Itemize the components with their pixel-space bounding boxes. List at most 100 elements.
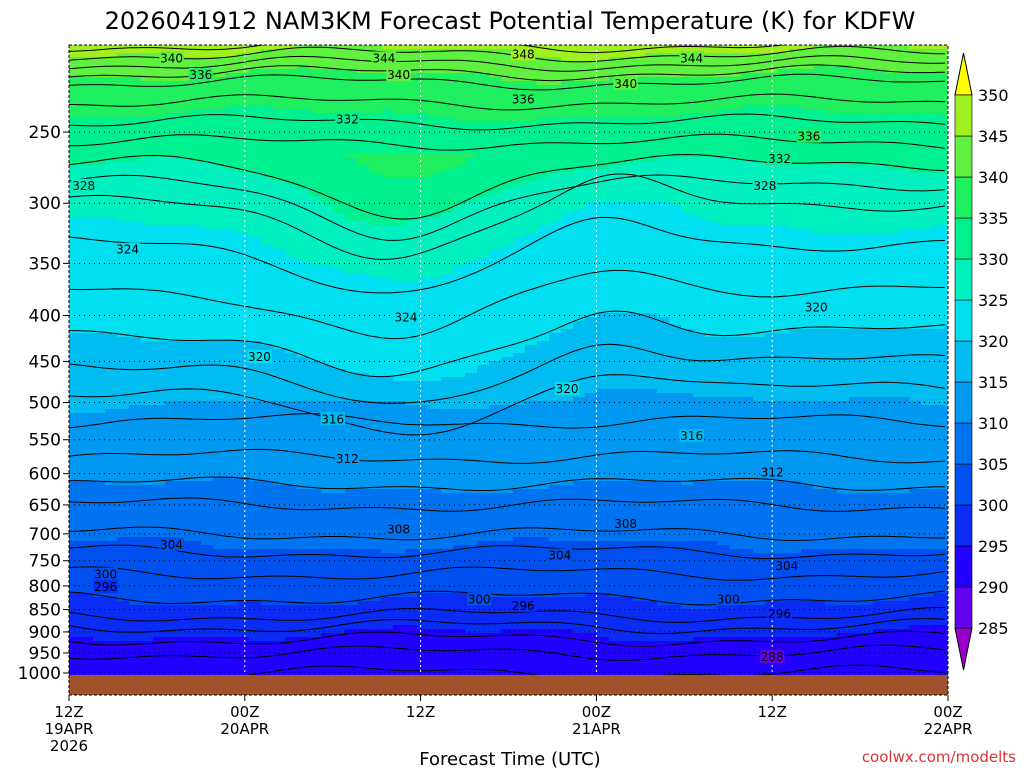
contour-band-strip	[309, 193, 490, 198]
contour-band-strip	[273, 481, 574, 486]
contour-band-strip	[69, 545, 214, 550]
contour-band-strip	[381, 173, 430, 178]
contour-band-strip	[69, 325, 574, 330]
contour-band-strip	[693, 329, 790, 334]
contour-label-bg	[159, 537, 184, 551]
contour-band-strip	[597, 633, 838, 638]
isentrope-line	[69, 216, 946, 294]
contour-band-strip	[789, 329, 948, 334]
contour-band-strip	[657, 157, 742, 162]
contour-band-strip	[645, 53, 948, 58]
contour-band-strip	[69, 585, 948, 590]
contour-band-strip	[549, 173, 948, 178]
contour-band-strip	[561, 213, 694, 218]
colorbar-segment	[954, 340, 973, 383]
contour-label: 332	[768, 152, 791, 166]
contour-label-bg	[679, 429, 704, 443]
contour-label: 328	[72, 179, 95, 193]
isentrope-line	[69, 618, 946, 635]
contour-band-strip	[201, 225, 538, 230]
contour-band-strip	[549, 537, 948, 542]
contour-band-strip	[69, 317, 586, 322]
contour-band-strip	[69, 569, 948, 574]
contour-band-strip	[105, 481, 166, 486]
contour-band-strip	[477, 369, 948, 374]
contour-band-strip	[69, 189, 310, 194]
terrain-band	[69, 675, 948, 695]
contour-band-strip	[789, 49, 948, 54]
contour-band-strip	[849, 397, 910, 402]
contour-band-strip	[513, 353, 948, 358]
x-tick-label: 00Z	[933, 703, 962, 721]
contour-band-strip	[813, 229, 898, 234]
contour-band-strip	[69, 65, 298, 70]
contour-label: 324	[394, 310, 417, 324]
contour-band-strip	[693, 393, 948, 398]
colorbar-extend-min	[954, 627, 973, 671]
contour-band-strip	[69, 173, 262, 178]
colorbar-segment	[954, 463, 973, 506]
contour-band-strip	[741, 157, 948, 162]
chart-title: 2026041912 NAM3KM Forecast Potential Tem…	[105, 7, 916, 35]
contour-band-strip	[585, 201, 670, 206]
y-tick-label: 400	[29, 306, 61, 326]
contour-band-strip	[369, 165, 454, 170]
contour-band-strip	[933, 225, 948, 230]
colorbar-segment	[954, 258, 973, 301]
contour-band-strip	[69, 289, 948, 294]
contour-band-strip	[381, 549, 406, 554]
contour-band-strip	[69, 517, 948, 522]
contour-band-strip	[837, 489, 910, 494]
contour-band-strip	[609, 77, 948, 82]
contour-band-strip	[273, 177, 538, 182]
contour-band-strip	[633, 161, 766, 166]
contour-band-strip	[573, 325, 682, 330]
contour-band-strip	[549, 221, 718, 226]
contour-band-strip	[537, 177, 948, 182]
contour-band-strip	[513, 49, 790, 54]
contour-label: 304	[775, 559, 798, 573]
isentrope-line	[69, 153, 946, 220]
colorbar-label: 345	[978, 127, 1009, 146]
contour-band-strip	[573, 397, 754, 402]
contour-band-strip	[69, 553, 948, 558]
contour-band-strip	[333, 209, 454, 214]
contour-label: 296	[512, 599, 535, 613]
contour-label: 300	[717, 592, 740, 606]
y-tick-label: 900	[29, 623, 61, 643]
contour-band-strip	[153, 637, 250, 642]
x-axis-label: Forecast Time (UTC)	[419, 749, 600, 768]
contour-band-strip	[69, 641, 948, 646]
colorbar-label: 305	[978, 455, 1009, 474]
y-tick-label: 500	[29, 394, 61, 414]
contour-band-strip	[69, 309, 948, 314]
colorbar: 285 290 295 300 305 310 315 320 325 330 335 340 345 3…	[954, 52, 1009, 671]
contour-band-strip	[249, 69, 358, 74]
contour-band-strip	[633, 597, 910, 602]
contour-band-strip	[417, 217, 562, 222]
contour-band-strip	[381, 109, 394, 114]
contour-band-strip	[369, 221, 406, 226]
contour-band-strip	[525, 345, 948, 350]
y-tick-label: 950	[29, 644, 61, 664]
contour-band-strip	[453, 209, 574, 214]
contour-label-bg	[767, 152, 792, 166]
contour-band-strip	[69, 233, 250, 238]
contour-band-strip	[69, 501, 948, 506]
contour-band-strip	[69, 257, 298, 262]
contour-label-bg	[716, 592, 741, 606]
contour-band-strip	[69, 345, 274, 350]
contour-band-strip	[69, 245, 274, 250]
contour-label: 320	[556, 382, 579, 396]
contour-band-strip	[69, 265, 334, 270]
contour-band-strip	[273, 105, 742, 110]
contour-band-strip	[909, 489, 948, 494]
contour-band-strip	[69, 281, 948, 286]
contour-band-strip	[465, 161, 634, 166]
contour-label-bg	[679, 51, 704, 65]
contour-label-bg	[93, 579, 118, 593]
colorbar-label: 290	[978, 578, 1009, 597]
contour-band-strip	[69, 341, 262, 346]
contour-band-strip	[585, 205, 682, 210]
colorbar-segment	[954, 299, 973, 342]
